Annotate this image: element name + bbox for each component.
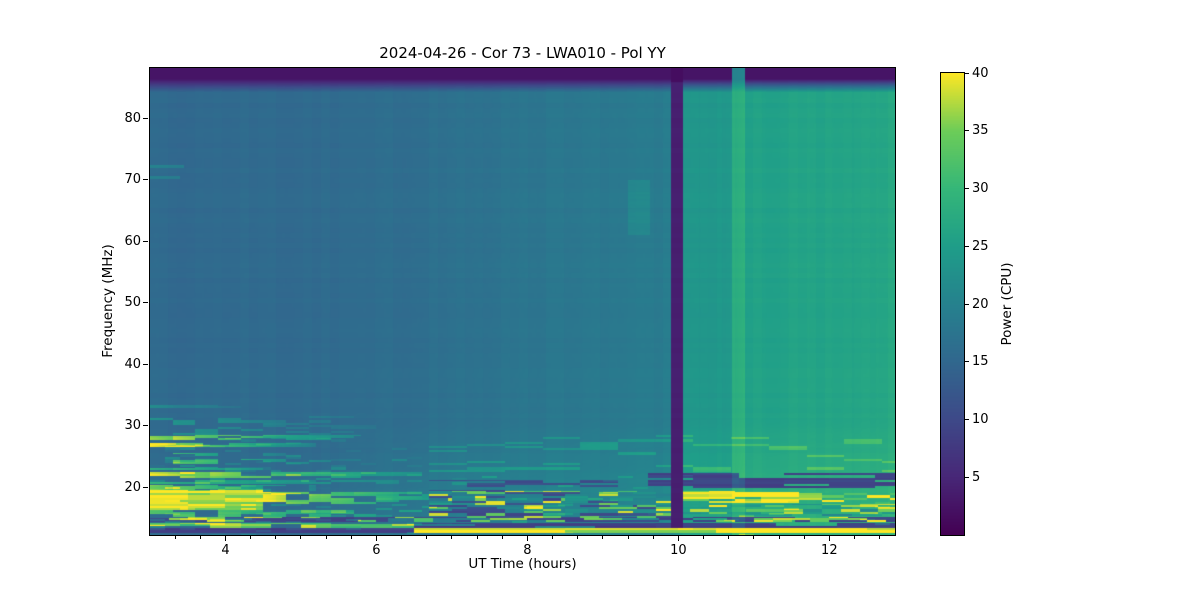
colorbar-tick [965,72,969,74]
colorbar-tick-label: 25 [972,238,989,254]
colorbar-tick-label: 5 [972,469,981,485]
colorbar-tick-label: 15 [972,354,989,370]
y-tick-label: 50 [124,295,141,311]
colorbar-tick [965,188,969,189]
x-tick-label: 8 [523,543,532,558]
heatmap-canvas [150,68,895,535]
x-minor-tick [325,536,327,539]
y-tick-label: 80 [124,110,141,126]
y-major-tick [143,425,148,427]
y-tick-label: 30 [124,418,141,434]
y-tick-label: 20 [124,479,141,495]
x-minor-tick [199,536,201,539]
x-minor-tick [753,536,755,539]
chart-title: 2024-04-26 - Cor 73 - LWA010 - Pol YY [379,44,666,62]
x-tick-label: 12 [821,543,838,558]
x-minor-tick [577,536,579,539]
x-minor-tick [778,536,780,539]
x-major-tick [224,536,226,541]
y-major-tick [143,240,148,242]
colorbar-tick-label: 20 [972,296,989,312]
x-major-tick [526,536,528,541]
colorbar-tick [965,130,969,132]
colorbar-tick [965,361,969,363]
y-axis-label: Frequency (MHz) [100,244,116,358]
y-major-tick [143,179,148,181]
colorbar-tick [965,419,969,420]
x-minor-tick [476,536,478,539]
x-minor-tick [853,536,855,539]
colorbar-canvas [941,73,964,535]
y-tick-label: 70 [124,172,141,188]
y-tick-label: 40 [124,356,141,372]
x-minor-tick [275,536,277,539]
x-major-tick [375,536,377,541]
x-tick-label: 10 [670,543,687,558]
plot-border [149,67,896,536]
x-tick-label: 6 [372,543,381,558]
x-major-tick [828,536,830,541]
colorbar-tick-label: 10 [972,412,989,427]
colorbar-tick-label: 40 [972,65,989,81]
x-minor-tick [174,536,176,539]
x-minor-tick [552,536,554,539]
colorbar-tick-label: 30 [972,181,989,196]
x-tick-label: 4 [221,543,230,558]
y-tick-label: 60 [124,233,141,249]
x-minor-tick [728,536,730,539]
x-minor-tick [501,536,503,539]
x-minor-tick [451,536,453,539]
colorbar-tick-label: 35 [972,123,989,139]
x-minor-tick [627,536,629,539]
colorbar-tick [965,476,969,478]
x-minor-tick [250,536,252,539]
x-minor-tick [401,536,403,539]
x-axis-label: UT Time (hours) [468,556,577,572]
y-major-tick [143,302,148,304]
x-minor-tick [652,536,654,539]
colorbar-border [940,72,965,536]
y-major-tick [143,363,148,365]
x-minor-tick [803,536,805,539]
x-minor-tick [350,536,352,539]
colorbar-tick [965,245,969,247]
x-major-tick [677,536,679,541]
x-minor-tick [879,536,881,539]
x-minor-tick [703,536,705,539]
colorbar-label: Power (CPU) [999,262,1015,346]
x-minor-tick [300,536,302,539]
y-major-tick [143,486,148,488]
colorbar-tick [965,303,969,305]
y-major-tick [143,117,148,119]
x-minor-tick [602,536,604,539]
x-minor-tick [426,536,428,539]
